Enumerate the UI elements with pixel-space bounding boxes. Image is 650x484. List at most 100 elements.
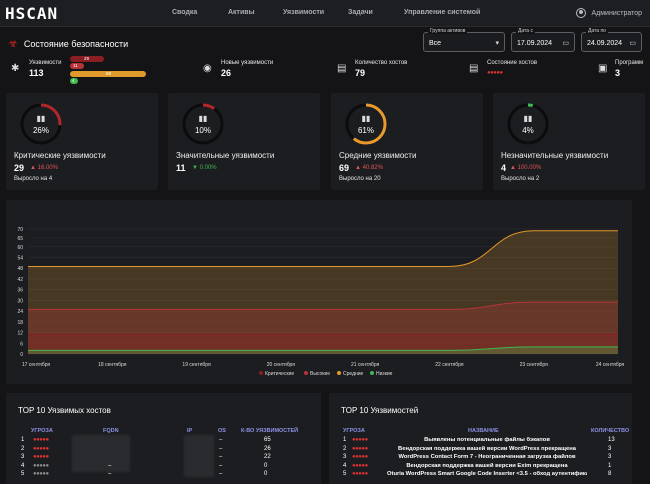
vuln-count: 8 <box>608 471 612 477</box>
legend-dot <box>370 371 374 375</box>
card-change: ▲ 100.00% <box>510 165 542 171</box>
ring-percent: 61% <box>358 126 374 135</box>
percent-ring: ▮▮ 26% <box>20 103 62 145</box>
vuln-name[interactable]: Вендорская поддержка вашей версии Exim п… <box>406 462 568 469</box>
severity-card[interactable]: ▮▮ 26% Критические уязвимости 29 ▲ 16.00… <box>6 93 158 190</box>
vuln-name[interactable]: Вендорская поддержка вашей версии WordPr… <box>398 445 576 452</box>
page-title-text: Состояние безопасности <box>23 38 129 49</box>
host-count: 22 <box>264 454 271 460</box>
user-menu[interactable]: Администратор <box>576 8 642 18</box>
y-tick-label: 65 <box>17 236 23 242</box>
card-name: Критические уязвимости <box>14 151 106 160</box>
server-icon: ▤ <box>337 63 347 74</box>
y-tick-label: 18 <box>17 320 23 326</box>
y-tick-label: 70 <box>17 227 23 233</box>
vuln-name[interactable]: Выявлены потенциальные файлы бэкапов <box>424 437 550 443</box>
ring-percent: 26% <box>33 126 49 135</box>
vuln-threat-dots: ●●●●● <box>352 462 368 469</box>
vuln-name[interactable]: WordPress Contact Form 7 - Неограниченна… <box>398 454 576 460</box>
ring-track <box>507 103 549 145</box>
top-hosts-title: TOP 10 Уязвимых хостов <box>18 406 111 415</box>
ring-progress <box>20 103 62 145</box>
nav-system[interactable]: Управление системой <box>404 9 481 16</box>
stat-new-vulns-label: Новые уязвимости <box>221 60 274 66</box>
date-to-field[interactable]: Дата по 24.09.2024 ▭ <box>581 28 642 52</box>
y-tick-label: 48 <box>17 266 23 272</box>
host-fqdn[interactable]: – <box>108 471 112 477</box>
stat-new-vulns: Новые уязвимости 26 <box>221 60 273 78</box>
host-fqdn[interactable]: – <box>108 462 112 469</box>
eye-icon: ◉ <box>203 63 212 74</box>
card-count: 11 <box>176 163 186 173</box>
y-tick-label: 6 <box>20 341 23 347</box>
legend-label: Высокие <box>310 371 330 377</box>
legend-dot <box>259 371 263 375</box>
vuln-name[interactable]: Oturia WordPress Smart Google Code Inser… <box>387 471 587 477</box>
nav-summary[interactable]: Сводка <box>172 9 198 16</box>
stat-hosts-label: Количество хостов <box>355 60 408 66</box>
series-area <box>28 334 618 354</box>
vuln-threat-dots: ●●●●● <box>352 437 368 443</box>
y-tick-label: 0 <box>20 352 23 358</box>
logo[interactable]: HSCAN <box>5 4 59 23</box>
card-grow: Выросло на 2 <box>501 176 540 182</box>
nav-vulns[interactable]: Уязвимости <box>283 9 325 16</box>
x-tick-label: 17 сентября <box>22 362 51 368</box>
bar-chart-icon: ▮▮ <box>37 114 46 123</box>
vuln-threat-dots: ●●●●● <box>352 454 368 460</box>
card-change: ▲ 40.82% <box>355 165 383 171</box>
x-tick-label: 23 сентября <box>520 362 549 368</box>
percent-ring: ▮▮ 10% <box>182 103 224 145</box>
ring-track <box>182 103 224 145</box>
host-count: 65 <box>264 437 271 443</box>
bar-chart-icon: ▮▮ <box>524 114 533 123</box>
severity-card[interactable]: ▮▮ 10% Значительные уязвимости 11 ▼ 0.00… <box>168 93 320 190</box>
legend-dot <box>337 371 341 375</box>
vuln-threat-dots: ●●●●● <box>352 445 368 452</box>
bar-medium: 69 <box>70 71 146 77</box>
nav-assets[interactable]: Активы <box>228 9 255 16</box>
card-grow: Выросло на 20 <box>339 176 381 182</box>
legend-label: Средние <box>343 371 364 377</box>
legend-label: Критические <box>265 371 294 377</box>
host-os: – <box>219 454 223 460</box>
date-from-field[interactable]: Дата с 17.09.2024 ▭ <box>511 28 575 52</box>
series-area <box>28 230 618 354</box>
host-count: 26 <box>264 445 271 452</box>
host-row-num: 5 <box>21 471 25 477</box>
page-title: ☣ Состояние безопасности <box>8 37 128 50</box>
y-tick-label: 54 <box>17 256 23 262</box>
stat-hosts: Количество хостов 79 <box>355 60 407 78</box>
card-change: ▲ 16.00% <box>30 165 58 171</box>
ring-progress <box>182 103 224 145</box>
x-tick-label: 21 сентября <box>351 362 380 368</box>
calendar-icon[interactable]: ▭ <box>629 40 636 47</box>
y-tick-label: 30 <box>17 298 23 304</box>
stat-new-vulns-value: 26 <box>221 68 232 78</box>
severity-card[interactable]: ▮▮ 4% Незначительные уязвимости 4 ▲ 100.… <box>493 93 645 190</box>
calendar-icon[interactable]: ▭ <box>562 40 569 47</box>
series-line <box>28 230 618 267</box>
chart-svg: 0 6 12 18 24 30 36 42 48 54 60 65 70 17 сентября 18 се… <box>17 227 624 377</box>
series-line <box>27 346 618 351</box>
vuln-count: 13 <box>608 437 615 443</box>
card-count: 69 <box>339 163 350 173</box>
stat-vulns-value: 113 <box>29 68 44 78</box>
x-tick-label: 18 сентября <box>98 362 127 368</box>
legend-dot <box>304 371 308 375</box>
vuln-row-num: 4 <box>343 462 347 469</box>
nav-tasks[interactable]: Задачи <box>348 9 373 16</box>
host-threat-dots: ●●●●● <box>33 454 49 460</box>
asset-group-label: Группа активов <box>428 28 468 34</box>
legend-label: Низкие <box>376 371 393 377</box>
bar-high: 11 <box>70 63 84 69</box>
severity-card[interactable]: ▮▮ 61% Средние уязвимости 69 ▲ 40.82% Вы… <box>331 93 483 190</box>
vuln-count: 1 <box>608 462 612 469</box>
host-row-num: 1 <box>21 437 25 443</box>
date-from-value: 17.09.2024 <box>517 40 553 47</box>
ring-progress <box>507 103 549 145</box>
asset-group-select[interactable]: Группа активов Все ▾ <box>423 28 505 52</box>
vuln-row-num: 2 <box>343 445 347 452</box>
stat-programs: Программ 3 <box>615 60 643 78</box>
host-row-num: 4 <box>21 462 25 469</box>
